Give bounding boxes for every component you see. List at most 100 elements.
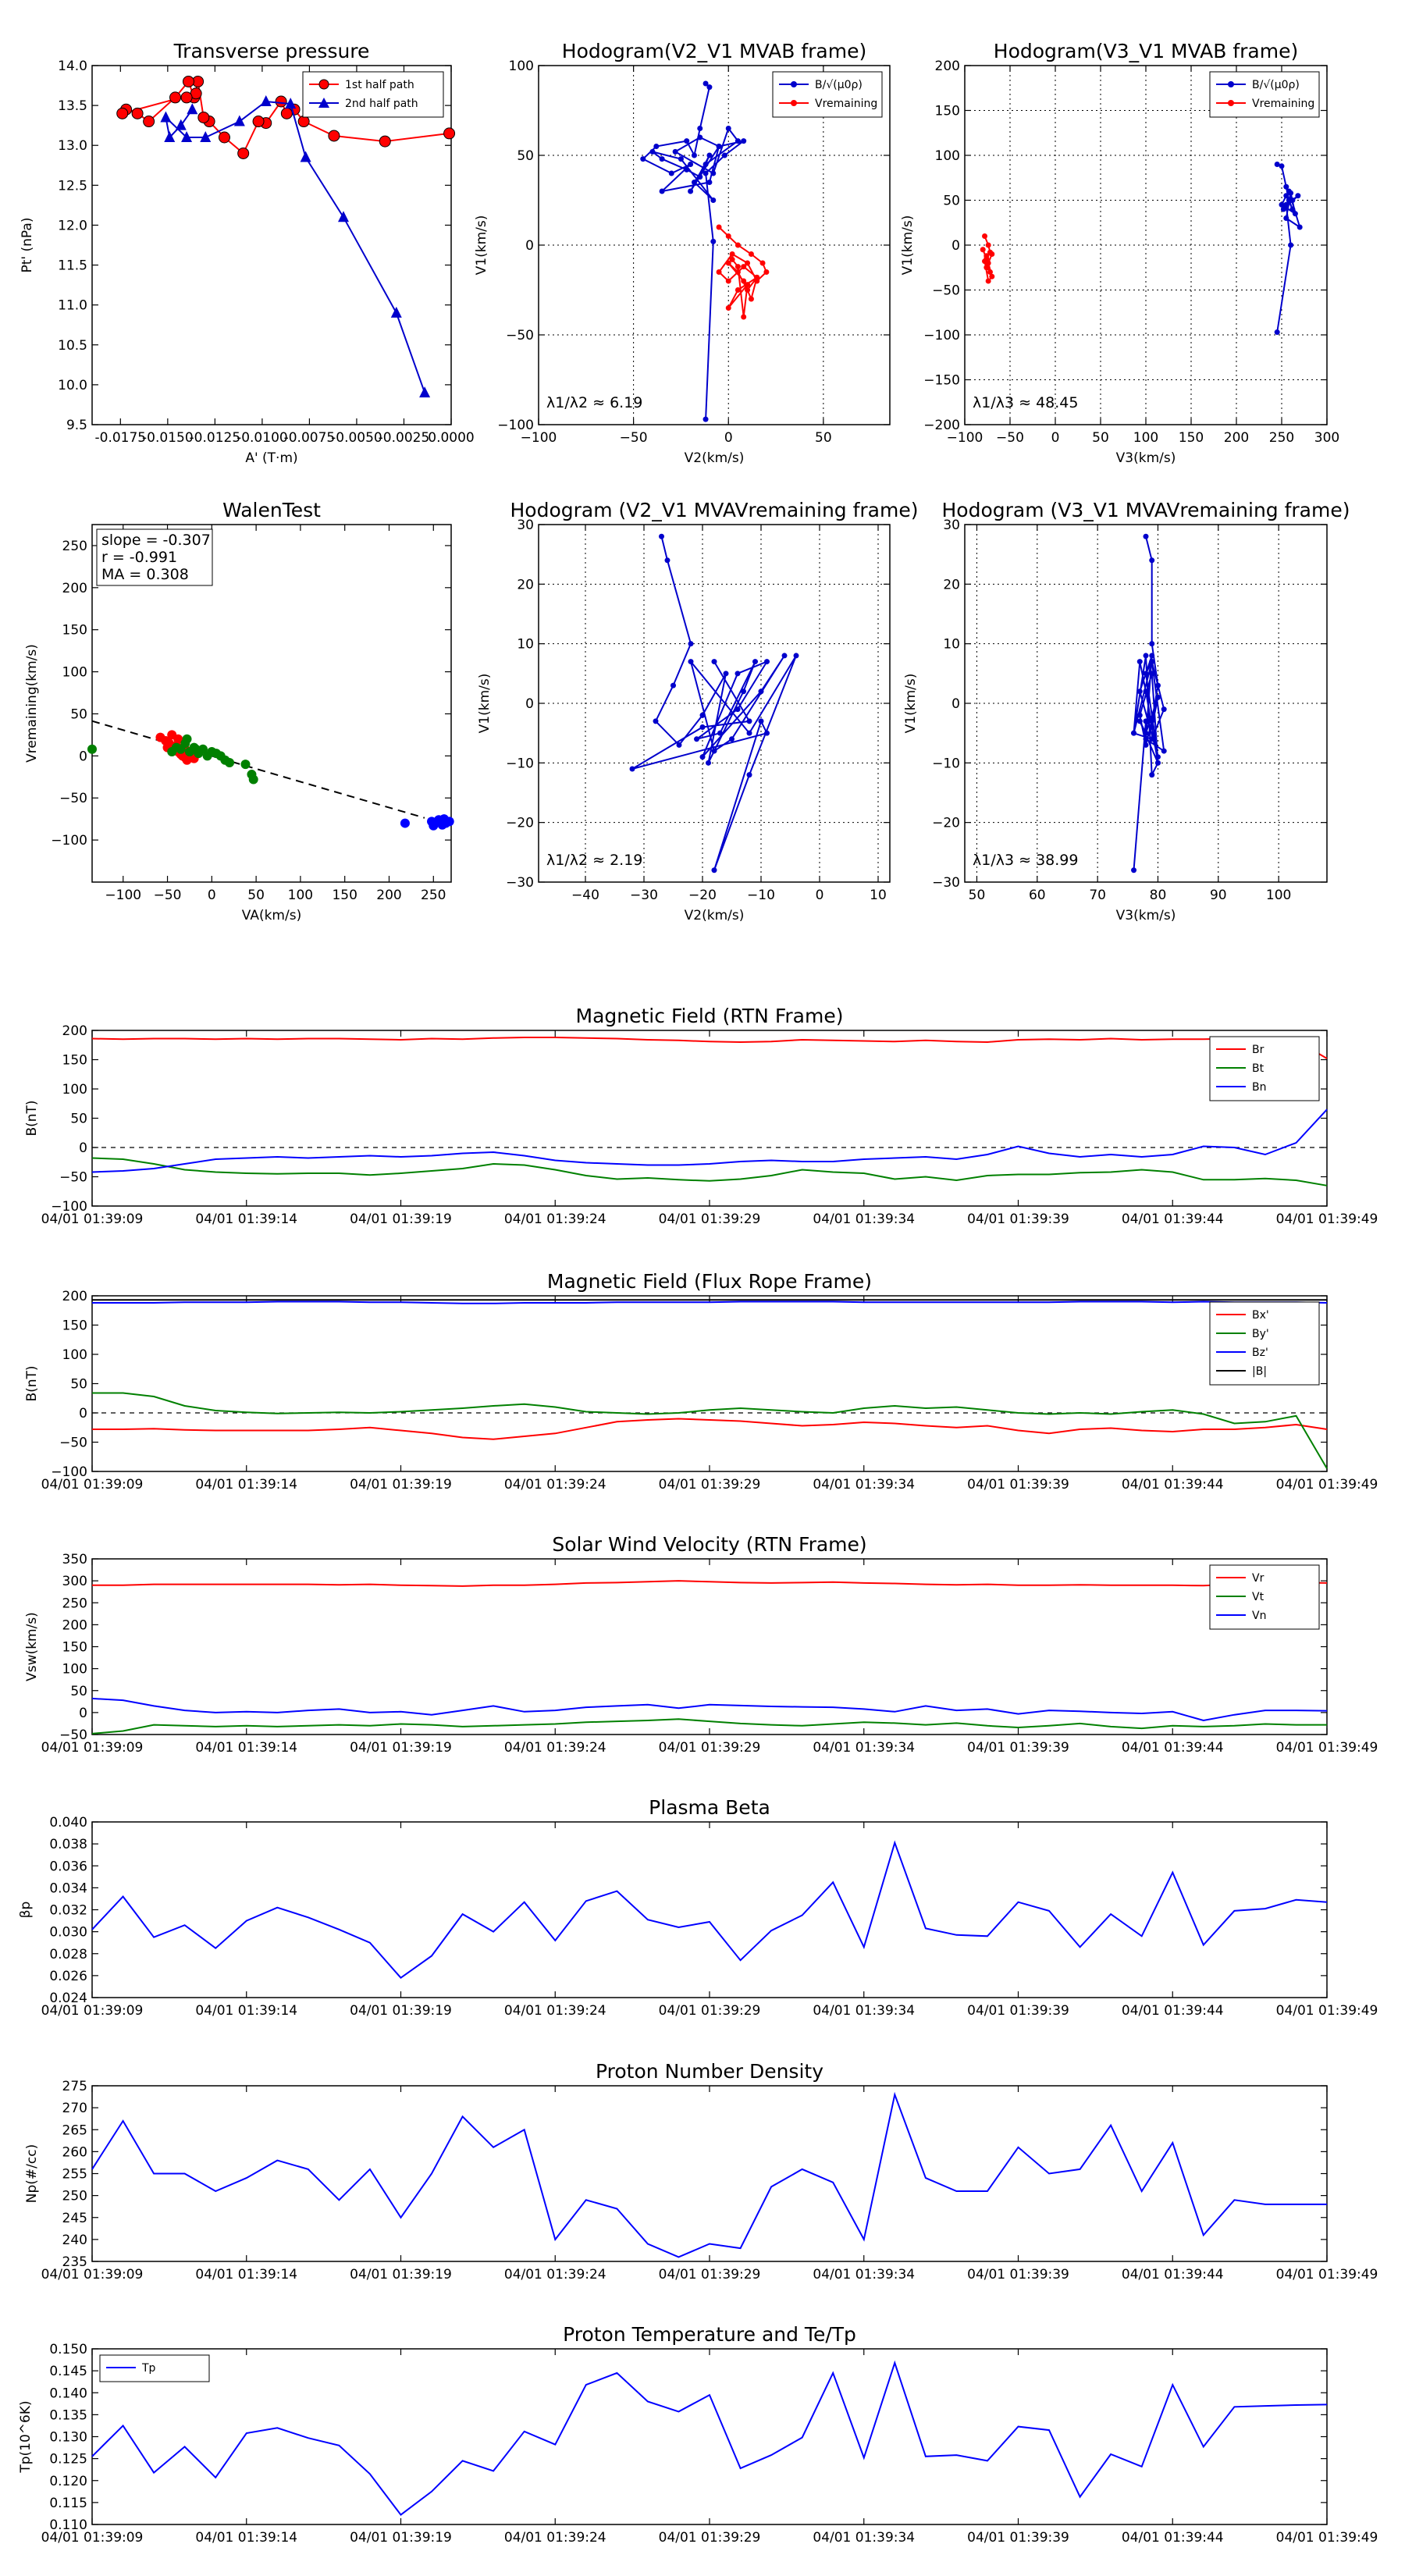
data-point bbox=[1136, 659, 1143, 665]
legend-label: Vremaining bbox=[1252, 98, 1314, 110]
legend-label: Bt bbox=[1252, 1062, 1264, 1075]
y-tick-label: 250 bbox=[62, 539, 87, 554]
data-point bbox=[691, 180, 697, 185]
data-point bbox=[985, 278, 991, 284]
x-tick-label: 04/01 01:39:29 bbox=[659, 2003, 761, 2019]
x-axis-label: V2(km/s) bbox=[685, 908, 745, 923]
data-point bbox=[640, 156, 646, 162]
y-tick-label: 13.5 bbox=[58, 98, 87, 114]
chart-vsw: 04/01 01:39:09 04/01 01:39:14 04/01 01:39:… bbox=[24, 1533, 1378, 1756]
y-tick-label: −50 bbox=[59, 1436, 87, 1451]
x-tick-label: −50 bbox=[620, 430, 648, 446]
data-point bbox=[697, 174, 703, 180]
x-tick-label: 04/01 01:39:39 bbox=[967, 2530, 1069, 2546]
data-point bbox=[735, 269, 741, 275]
data-point bbox=[741, 264, 747, 270]
chart-title: WalenTest bbox=[222, 499, 321, 521]
y-tick-label: 150 bbox=[62, 623, 87, 639]
x-tick-label: 04/01 01:39:24 bbox=[504, 2530, 606, 2546]
x-tick-label: −10 bbox=[747, 888, 775, 903]
x-axis-label: A' (T·m) bbox=[245, 450, 297, 466]
x-tick-label: 04/01 01:39:19 bbox=[350, 2267, 452, 2282]
chart-np: 04/01 01:39:09 04/01 01:39:14 04/01 01:39:… bbox=[24, 2060, 1378, 2282]
data-point bbox=[676, 742, 682, 748]
data-point bbox=[1154, 754, 1161, 760]
data-point bbox=[182, 75, 194, 87]
data-point bbox=[429, 820, 439, 831]
chart-title: Solar Wind Velocity (RTN Frame) bbox=[552, 1533, 866, 1556]
x-tick-label: 04/01 01:39:09 bbox=[41, 1212, 144, 1227]
y-tick-label: 12.5 bbox=[58, 178, 87, 194]
data-point bbox=[1149, 659, 1155, 665]
x-tick-label: 04/01 01:39:44 bbox=[1122, 2003, 1224, 2019]
data-point bbox=[741, 688, 746, 695]
data-point bbox=[200, 131, 212, 142]
data-point bbox=[143, 116, 155, 128]
x-tick-label: 200 bbox=[376, 888, 401, 903]
x-tick-label: 04/01 01:39:09 bbox=[41, 2003, 144, 2019]
data-point bbox=[187, 103, 198, 115]
x-tick-label: 04/01 01:39:34 bbox=[813, 2003, 915, 2019]
y-tick-label: 0.150 bbox=[49, 2342, 87, 2357]
x-tick-label: 04/01 01:39:39 bbox=[967, 2003, 1069, 2019]
legend-label: B/√(μ0ρ) bbox=[815, 79, 863, 91]
data-point bbox=[1131, 867, 1137, 873]
x-tick-label: 200 bbox=[1224, 430, 1249, 446]
y-tick-label: 12.0 bbox=[58, 218, 87, 233]
y-tick-label: 350 bbox=[62, 1552, 87, 1567]
y-tick-label: 50 bbox=[70, 1684, 87, 1699]
chart-title: Plasma Beta bbox=[649, 1796, 770, 1819]
data-point bbox=[419, 386, 431, 398]
data-point bbox=[1297, 224, 1303, 230]
y-tick-label: 10.0 bbox=[58, 378, 87, 393]
data-point bbox=[1283, 201, 1289, 208]
y-tick-label: −30 bbox=[932, 875, 960, 891]
axes-frame bbox=[91, 524, 452, 883]
y-tick-label: 50 bbox=[70, 1112, 87, 1127]
x-tick-label: 100 bbox=[288, 888, 313, 903]
x-tick-label: -0.0175 bbox=[95, 430, 147, 446]
data-point bbox=[1143, 730, 1149, 736]
x-tick-label: 250 bbox=[1269, 430, 1294, 446]
data-point bbox=[697, 134, 703, 141]
data-point bbox=[688, 659, 694, 665]
data-point bbox=[328, 130, 340, 142]
x-axis-label: V3(km/s) bbox=[1116, 450, 1176, 466]
axes-frame bbox=[91, 2085, 1328, 2262]
x-tick-label: 04/01 01:39:29 bbox=[659, 1212, 761, 1227]
data-point bbox=[702, 80, 709, 87]
data-point bbox=[741, 314, 747, 320]
x-tick-label: -0.0100 bbox=[237, 430, 288, 446]
data-point bbox=[131, 107, 144, 119]
data-point bbox=[725, 260, 731, 266]
x-tick-label: 04/01 01:39:39 bbox=[967, 1212, 1069, 1227]
data-point bbox=[706, 84, 713, 91]
legend-marker bbox=[318, 98, 329, 108]
data-point bbox=[735, 706, 741, 713]
data-point bbox=[297, 116, 310, 128]
data-point bbox=[684, 138, 690, 144]
data-point bbox=[1289, 197, 1296, 203]
x-tick-label: 60 bbox=[1029, 888, 1046, 903]
data-point bbox=[725, 233, 731, 239]
legend-label: Tp bbox=[141, 2362, 156, 2375]
y-tick-label: −100 bbox=[51, 1464, 87, 1480]
y-axis-label: Pt' (nPa) bbox=[20, 218, 35, 273]
y-tick-label: −100 bbox=[51, 1199, 87, 1215]
data-point bbox=[1149, 736, 1155, 742]
x-tick-label: −50 bbox=[154, 888, 182, 903]
y-tick-label: 275 bbox=[62, 2079, 87, 2094]
axes-frame bbox=[91, 1030, 1328, 1207]
legend-marker bbox=[791, 81, 797, 87]
data-point bbox=[659, 188, 665, 194]
data-point bbox=[710, 197, 717, 203]
y-tick-label: 0.125 bbox=[49, 2452, 87, 2467]
data-point bbox=[668, 170, 674, 176]
y-tick-label: 50 bbox=[70, 706, 87, 722]
legend-marker bbox=[791, 100, 797, 106]
data-point bbox=[746, 718, 752, 724]
chart-bfr: 04/01 01:39:09 04/01 01:39:14 04/01 01:39:… bbox=[24, 1270, 1378, 1493]
chart-title: Proton Number Density bbox=[596, 2060, 823, 2083]
